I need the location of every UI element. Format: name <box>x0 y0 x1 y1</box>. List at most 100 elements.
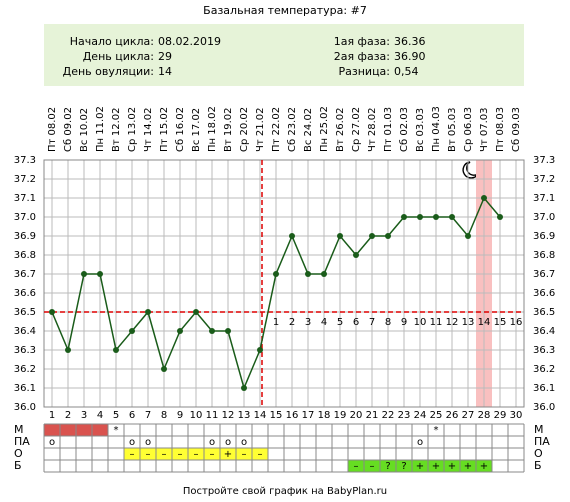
temperature-point <box>305 271 311 277</box>
date-label: Сб 09.03 <box>511 107 522 152</box>
row-label-right: Б <box>534 459 542 472</box>
date-label: Пт 15.02 <box>159 107 170 152</box>
date-label: Чт 21.02 <box>255 108 266 153</box>
x-tick-label: 15 <box>270 410 283 421</box>
phase-day-label: 11 <box>430 317 443 328</box>
x-tick-label: 22 <box>382 410 395 421</box>
row-label: ПА <box>14 435 30 448</box>
temperature-point <box>81 271 87 277</box>
y-tick-label-right: 36.4 <box>533 326 555 337</box>
temperature-point <box>193 309 199 315</box>
x-tick-label: 3 <box>81 410 87 421</box>
date-label: Чт 07.03 <box>479 108 490 153</box>
temperature-point <box>97 271 103 277</box>
y-tick-label: 37.0 <box>14 212 36 223</box>
cell-text: o <box>145 437 151 448</box>
cell-text: o <box>209 437 215 448</box>
x-tick-label: 21 <box>366 410 379 421</box>
cell-text: + <box>224 449 232 460</box>
x-tick-label: 24 <box>414 410 427 421</box>
chart-title: Базальная температура: #7 <box>203 4 367 17</box>
info-value: 36.36 <box>394 35 426 48</box>
info-label: Разница: <box>339 65 391 78</box>
x-tick-label: 4 <box>97 410 103 421</box>
phase-day-label: 1 <box>273 317 279 328</box>
date-label: Вс 17.02 <box>191 108 202 152</box>
y-tick-label: 36.3 <box>14 345 36 356</box>
row-label-right: О <box>534 447 543 460</box>
date-label: Пт 08.03 <box>495 107 506 152</box>
y-tick-label: 36.6 <box>14 288 36 299</box>
phase-day-label: 10 <box>414 317 427 328</box>
x-tick-label: 12 <box>222 410 235 421</box>
footer: Постройте свой график на BabyPlan.ru <box>183 486 387 497</box>
cell-text: o <box>49 437 55 448</box>
y-tick-label: 36.9 <box>14 231 36 242</box>
date-label: Пн 18.02 <box>207 106 218 152</box>
x-tick-label: 9 <box>177 410 183 421</box>
date-label: Сб 16.02 <box>175 107 186 152</box>
y-tick-label-right: 36.5 <box>533 307 555 318</box>
y-tick-label-right: 36.9 <box>533 231 555 242</box>
x-tick-label: 1 <box>49 410 55 421</box>
cell-text: + <box>448 461 456 472</box>
info-label: 2ая фаза: <box>334 50 390 63</box>
phase-day-label: 2 <box>289 317 295 328</box>
temperature-point <box>289 233 295 239</box>
x-tick-label: 17 <box>302 410 315 421</box>
phase-day-label: 14 <box>478 317 491 328</box>
temperature-point <box>241 385 247 391</box>
phase-day-label: 7 <box>369 317 375 328</box>
x-tick-label: 28 <box>478 410 491 421</box>
cell-text: – <box>162 449 167 460</box>
temperature-point <box>449 214 455 220</box>
date-label: Пн 11.02 <box>95 106 106 152</box>
date-label: Пт 08.02 <box>47 107 58 152</box>
cell-text: o <box>225 437 231 448</box>
temperature-point <box>257 347 263 353</box>
phase-day-label: 15 <box>494 317 507 328</box>
y-tick-label: 37.2 <box>14 174 36 185</box>
temperature-point <box>321 271 327 277</box>
temperature-point <box>225 328 231 334</box>
temperature-point <box>497 214 503 220</box>
cell-text: o <box>129 437 135 448</box>
y-tick-label: 36.0 <box>14 402 36 413</box>
cell-text: * <box>114 425 119 436</box>
x-tick-label: 10 <box>190 410 203 421</box>
cell-text: ? <box>385 461 390 472</box>
x-tick-label: 20 <box>350 410 363 421</box>
temperature-point <box>209 328 215 334</box>
x-tick-label: 6 <box>129 410 135 421</box>
phase-day-label: 12 <box>446 317 459 328</box>
row-label: М <box>14 423 24 436</box>
cell-text: – <box>130 449 135 460</box>
y-tick-label-right: 36.6 <box>533 288 555 299</box>
x-tick-label: 16 <box>286 410 299 421</box>
x-tick-label: 14 <box>254 410 267 421</box>
y-tick-label-right: 36.1 <box>533 383 555 394</box>
cell-text: + <box>432 461 440 472</box>
row-label-right: ПА <box>534 435 550 448</box>
date-label: Чт 14.02 <box>143 108 154 153</box>
date-label: Пн 25.02 <box>319 106 330 152</box>
y-tick-label-right: 37.1 <box>533 193 555 204</box>
info-value: 29 <box>158 50 172 63</box>
cell-text: – <box>146 449 151 460</box>
x-tick-label: 5 <box>113 410 119 421</box>
y-tick-label: 36.4 <box>14 326 36 337</box>
phase-day-label: 5 <box>337 317 343 328</box>
temperature-point <box>481 195 487 201</box>
date-label: Сб 09.02 <box>63 107 74 152</box>
info-value: 14 <box>158 65 172 78</box>
date-label: Ср 20.02 <box>239 107 250 152</box>
date-label: Пт 22.02 <box>271 107 282 152</box>
plot-frame <box>43 159 525 408</box>
date-label: Пт 01.03 <box>383 107 394 152</box>
temperature-point <box>161 366 167 372</box>
info-label: 1ая фаза: <box>334 35 390 48</box>
x-tick-label: 18 <box>318 410 331 421</box>
cell-text: – <box>258 449 263 460</box>
cell-text: * <box>434 425 439 436</box>
